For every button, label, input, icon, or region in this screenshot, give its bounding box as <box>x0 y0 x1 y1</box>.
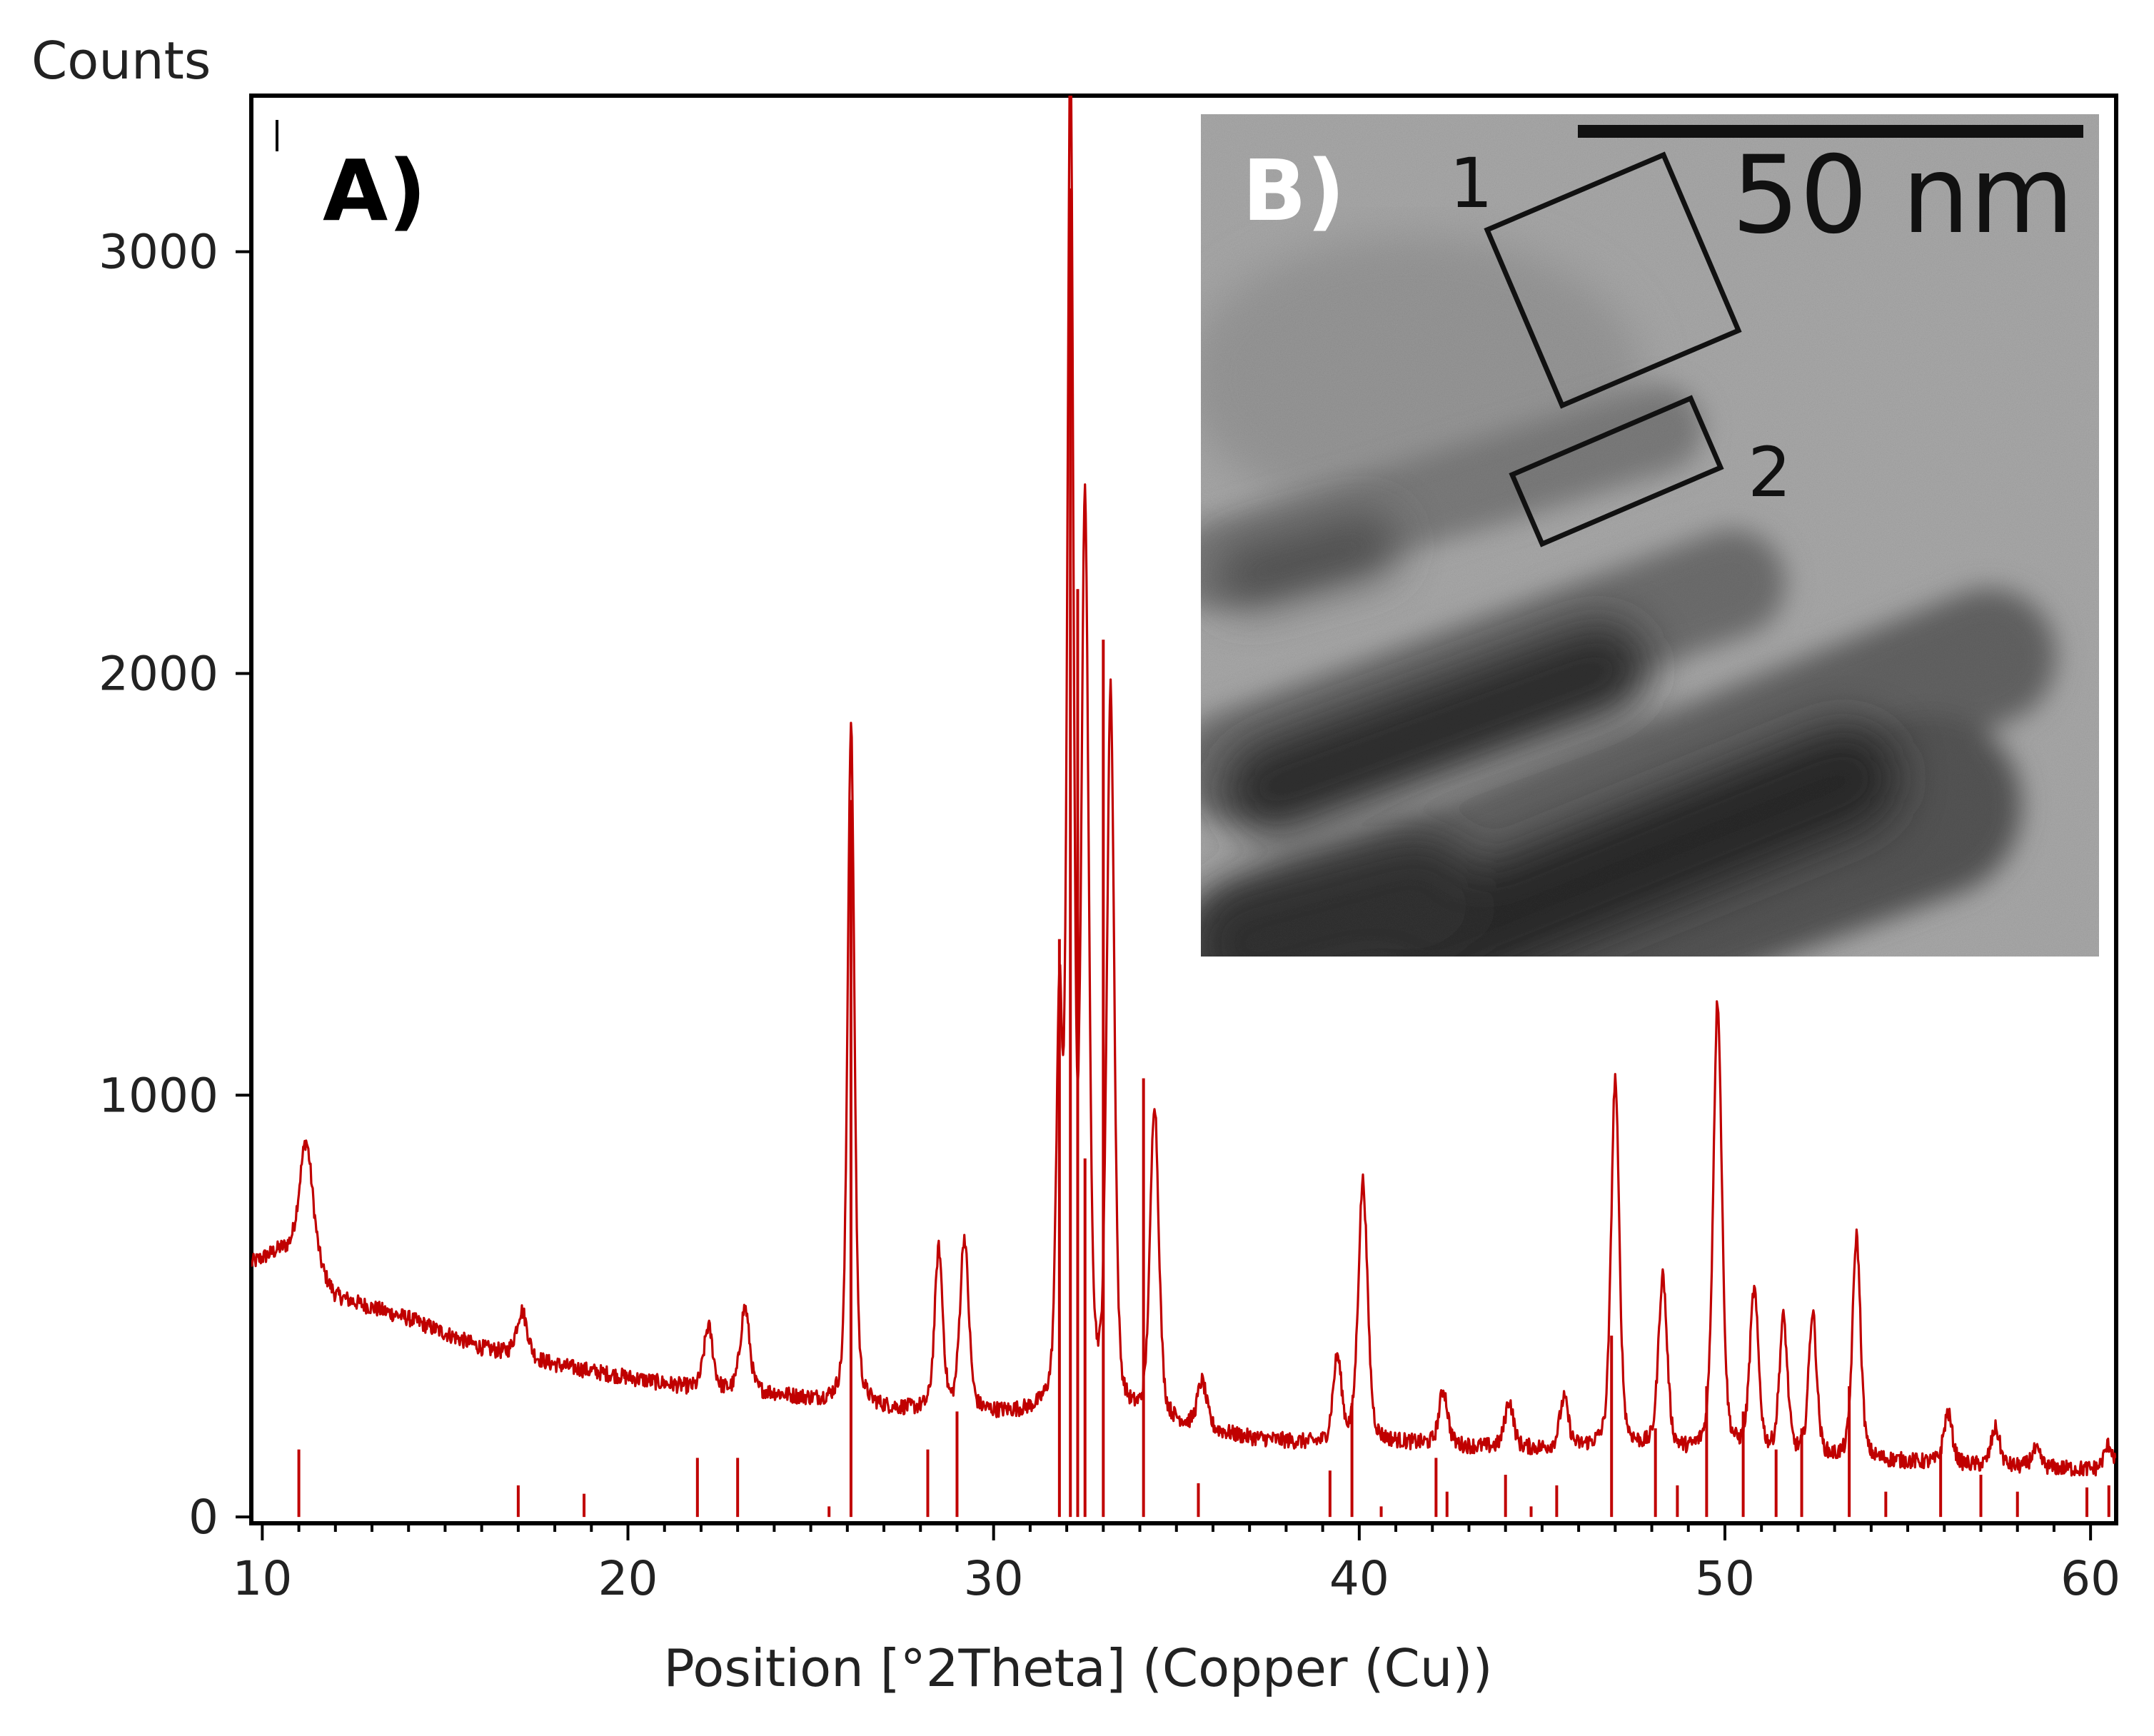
region-box-1 <box>1484 151 1742 409</box>
scale-bar-label: 50 nm <box>1731 133 2074 258</box>
x-tick-label: 60 <box>2060 1551 2120 1606</box>
series-line <box>251 96 2116 1477</box>
x-axis: 10 20 30 40 50 60 <box>232 1523 2120 1606</box>
region-box-2 <box>1509 395 1724 547</box>
y-axis: 0 1000 2000 3000 <box>99 225 251 1545</box>
panel-label-a: A) <box>323 141 426 240</box>
x-tick-label: 20 <box>598 1551 658 1606</box>
region-box-1-label: 1 <box>1449 143 1493 223</box>
x-tick-label: 10 <box>232 1551 292 1606</box>
x-tick-label: 40 <box>1329 1551 1389 1606</box>
x-tick-label: 50 <box>1695 1551 1755 1606</box>
nanorods <box>1201 114 2099 957</box>
y-axis-title: Counts <box>31 31 211 91</box>
region-box-2-label: 2 <box>1748 433 1791 513</box>
tem-inset: 50 nm B) 1 2 <box>1201 114 2099 957</box>
y-tick-label: 1000 <box>99 1068 218 1123</box>
y-tick-label: 3000 <box>99 225 218 280</box>
y-tick-label: 0 <box>188 1490 218 1545</box>
x-axis-title: Position [°2Theta] (Copper (Cu)) <box>663 1638 1492 1698</box>
y-tick-label: 2000 <box>99 646 218 701</box>
plot-frame <box>249 94 2118 1525</box>
x-tick-label: 30 <box>964 1551 1024 1606</box>
panel-label-b: B) <box>1242 141 1345 240</box>
